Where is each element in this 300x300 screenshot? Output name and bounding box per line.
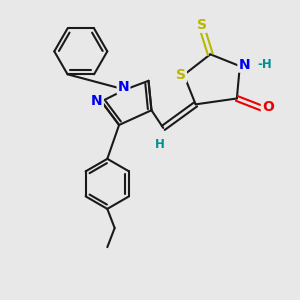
Text: N: N <box>91 94 103 108</box>
Text: H: H <box>155 138 165 151</box>
Text: S: S <box>196 18 206 32</box>
Text: O: O <box>262 100 274 114</box>
Text: S: S <box>176 68 186 82</box>
Text: N: N <box>118 80 129 94</box>
Text: -H: -H <box>257 58 272 71</box>
Text: N: N <box>238 58 250 72</box>
